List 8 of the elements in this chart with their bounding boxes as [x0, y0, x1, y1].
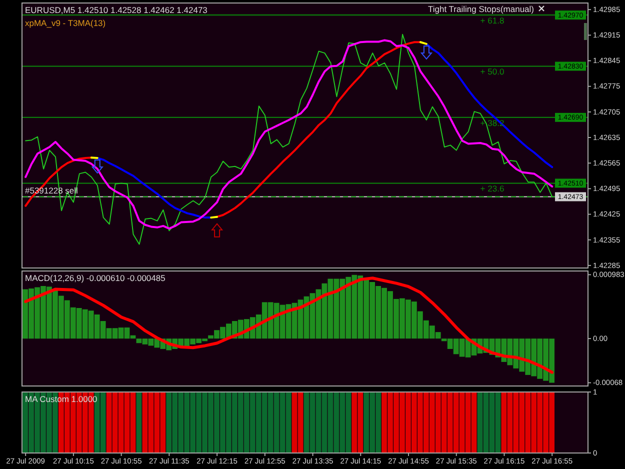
- line-series: [24, 276, 554, 374]
- annotation: + 61.8: [480, 16, 504, 26]
- annotation: + 50.0: [480, 66, 504, 77]
- text: xpMA_v9 - T3MA(13): [25, 18, 106, 28]
- annotation: + 23.6: [480, 184, 504, 194]
- chart-title: EURUSD,M5 1.42510 1.42528 1.42462 1.42473: [25, 5, 208, 15]
- annotation: Tight Trailing Stops(manual): [428, 4, 534, 14]
- chart-title: MACD(12,26,9) -0.000610 -0.000485: [25, 273, 166, 283]
